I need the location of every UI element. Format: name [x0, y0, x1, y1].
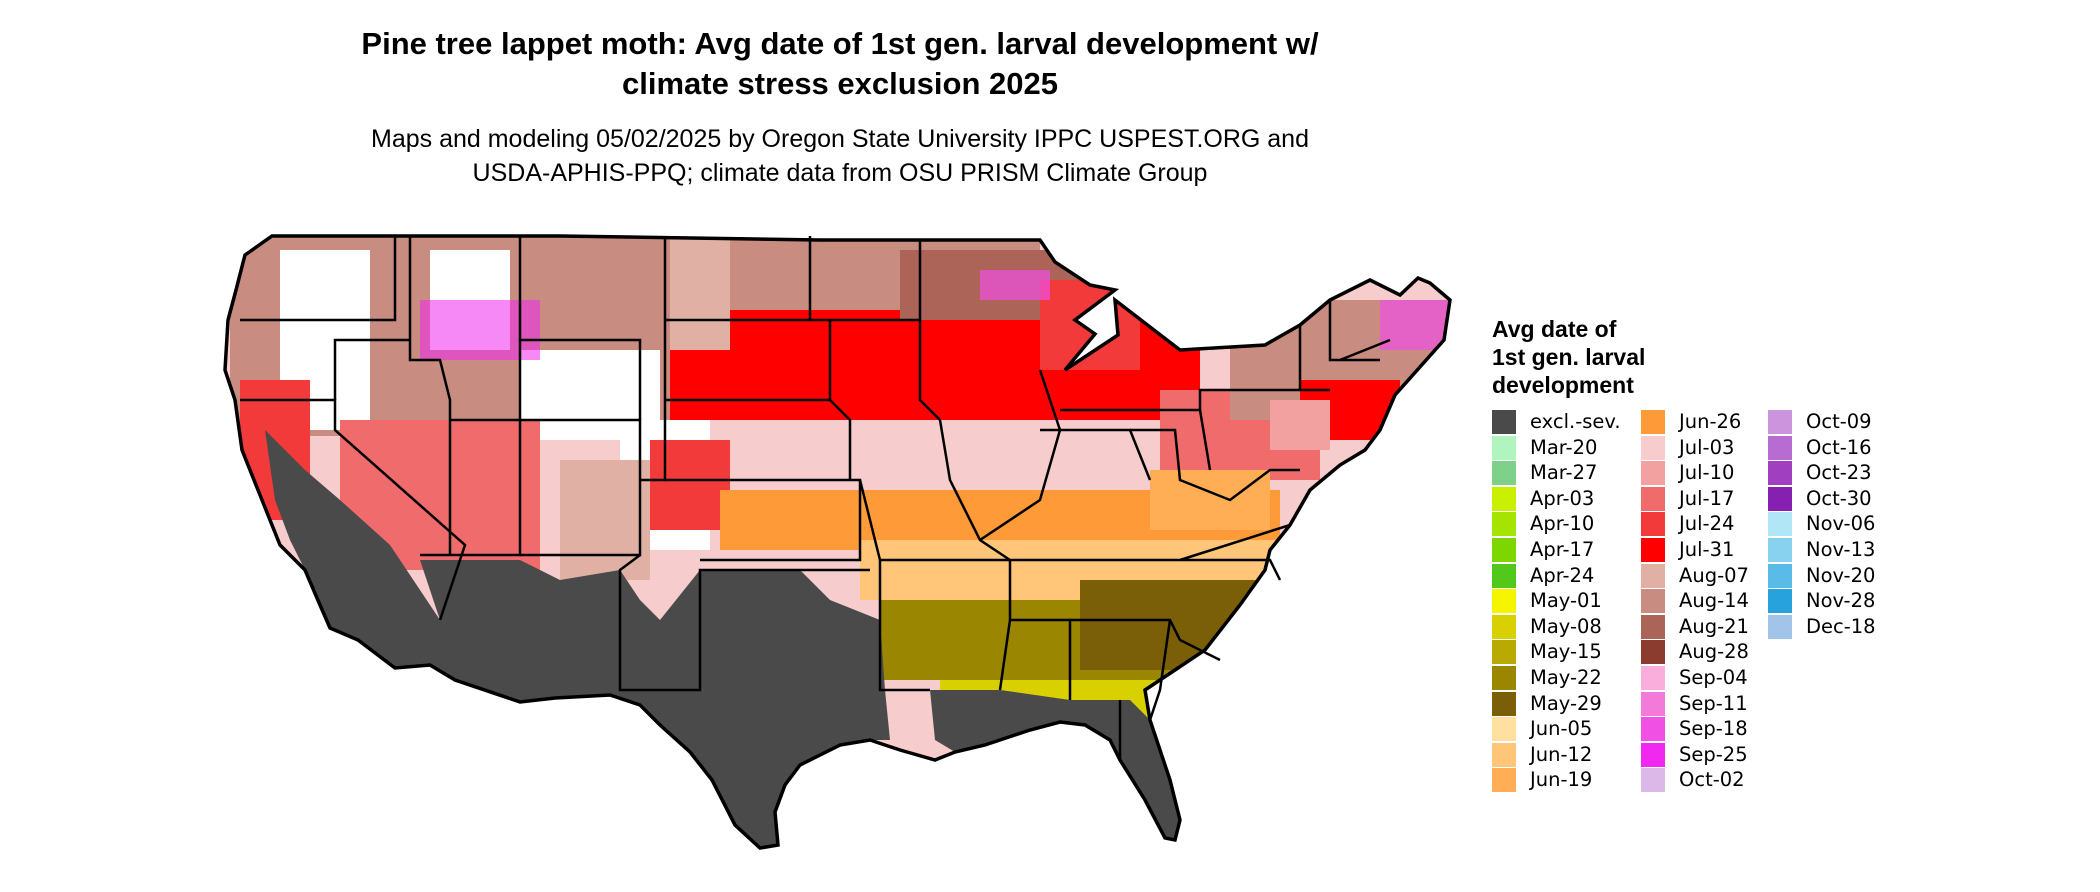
map-title-line-2: climate stress exclusion 2025: [622, 66, 1058, 101]
legend-swatch: [1768, 410, 1792, 434]
legend-swatch: [1641, 614, 1665, 639]
legend-label: Nov-28: [1806, 589, 1876, 613]
us-map: [223, 234, 1452, 850]
legend-swatch: [1641, 742, 1665, 767]
legend-swatch: [1641, 512, 1665, 537]
map-subtitle-line-1: Maps and modeling 05/02/2025 by Oregon S…: [371, 125, 1309, 153]
map-title: Pine tree lappet moth: Avg date of 1st g…: [230, 24, 1450, 104]
legend-label: excl.-sev.: [1530, 410, 1621, 433]
legend-title: Avg date of 1st gen. larval development: [1492, 315, 1645, 399]
legend-swatch: [1768, 614, 1792, 639]
legend-label: Aug-07: [1679, 563, 1749, 587]
legend-label: Sep-18: [1679, 717, 1748, 741]
map-title-line-1: Pine tree lappet moth: Avg date of 1st g…: [361, 26, 1319, 61]
legend-label: May-15: [1530, 640, 1602, 664]
legend-swatch: [1492, 717, 1516, 742]
legend-label: Sep-11: [1679, 691, 1748, 715]
legend-swatch: [1641, 435, 1665, 460]
legend-title-line-2: 1st gen. larval: [1492, 344, 1646, 370]
legend-label: Nov-06: [1806, 512, 1876, 536]
map-subtitle: Maps and modeling 05/02/2025 by Oregon S…: [230, 122, 1450, 190]
legend-swatch: [1768, 563, 1792, 588]
legend-label: Jun-26: [1679, 410, 1742, 433]
legend-label: Jun-05: [1530, 717, 1593, 741]
legend-swatch: [1492, 614, 1516, 639]
legend-label: Mar-20: [1530, 435, 1598, 459]
legend-swatch: [1492, 768, 1516, 793]
legend-label: Aug-14: [1679, 589, 1749, 613]
legend-swatch: [1768, 512, 1792, 537]
legend-swatch: [1641, 461, 1665, 486]
legend-label: Oct-23: [1806, 461, 1872, 485]
legend-swatch: [1641, 717, 1665, 742]
legend-label: May-29: [1530, 691, 1602, 715]
legend-label: Oct-30: [1806, 486, 1872, 510]
legend-swatch: [1641, 665, 1665, 690]
legend-swatch: [1492, 665, 1516, 690]
legend-label: May-08: [1530, 614, 1602, 638]
legend-swatch: [1492, 435, 1516, 460]
legend-swatch: [1492, 691, 1516, 716]
legend-label: Apr-24: [1530, 563, 1595, 587]
legend-swatch: [1492, 512, 1516, 537]
legend-label: Sep-25: [1679, 742, 1748, 766]
legend-label: Jun-12: [1530, 742, 1593, 766]
legend-swatch: [1768, 589, 1792, 614]
legend-swatch: [1492, 410, 1516, 434]
development-zones: [225, 236, 1450, 848]
legend-label: Jul-24: [1679, 512, 1735, 536]
legend-label: Nov-20: [1806, 563, 1876, 587]
map-subtitle-line-2: USDA-APHIS-PPQ; climate data from OSU PR…: [472, 159, 1208, 187]
legend-swatch: [1641, 410, 1665, 434]
legend-label: Apr-03: [1530, 486, 1595, 510]
legend-label: Mar-27: [1530, 461, 1598, 485]
legend-label: Jun-19: [1530, 768, 1593, 792]
legend-label: Nov-13: [1806, 537, 1876, 561]
legend-label: Jul-17: [1679, 486, 1735, 510]
legend-swatch: [1492, 486, 1516, 511]
legend-label: May-22: [1530, 665, 1602, 689]
legend-swatch: [1768, 537, 1792, 562]
legend-label: Jul-03: [1679, 435, 1735, 459]
legend-label: Aug-28: [1679, 640, 1749, 664]
legend-label: Oct-16: [1806, 435, 1872, 459]
legend-label: Apr-10: [1530, 512, 1595, 536]
state-borders: [240, 236, 1391, 760]
legend-label: Jul-10: [1679, 461, 1735, 485]
legend-label: May-01: [1530, 589, 1602, 613]
legend-swatch: [1492, 563, 1516, 588]
legend-swatch: [1492, 537, 1516, 562]
legend-title-line-1: Avg date of: [1492, 316, 1617, 342]
legend-swatch: [1641, 563, 1665, 588]
legend-title-line-3: development: [1492, 372, 1634, 398]
legend-swatch: [1768, 435, 1792, 460]
legend-label: Oct-09: [1806, 410, 1872, 433]
legend-swatch: [1641, 691, 1665, 716]
legend-swatch: [1492, 461, 1516, 486]
legend-swatch: [1768, 486, 1792, 511]
legend-label: Aug-21: [1679, 614, 1749, 638]
legend-label: Jul-31: [1679, 537, 1735, 561]
legend-label: Apr-17: [1530, 537, 1595, 561]
legend-swatch: [1641, 768, 1665, 793]
legend-swatch: [1641, 486, 1665, 511]
legend-swatch: [1492, 640, 1516, 665]
legend-swatch: [1768, 461, 1792, 486]
legend-swatch: [1492, 589, 1516, 614]
legend-swatch: [1641, 537, 1665, 562]
legend-label: Dec-18: [1806, 614, 1876, 638]
legend-swatch: [1641, 640, 1665, 665]
legend-swatch: [1492, 742, 1516, 767]
legend-swatch: [1641, 589, 1665, 614]
legend-label: Oct-02: [1679, 768, 1745, 792]
legend-label: Sep-04: [1679, 665, 1748, 689]
